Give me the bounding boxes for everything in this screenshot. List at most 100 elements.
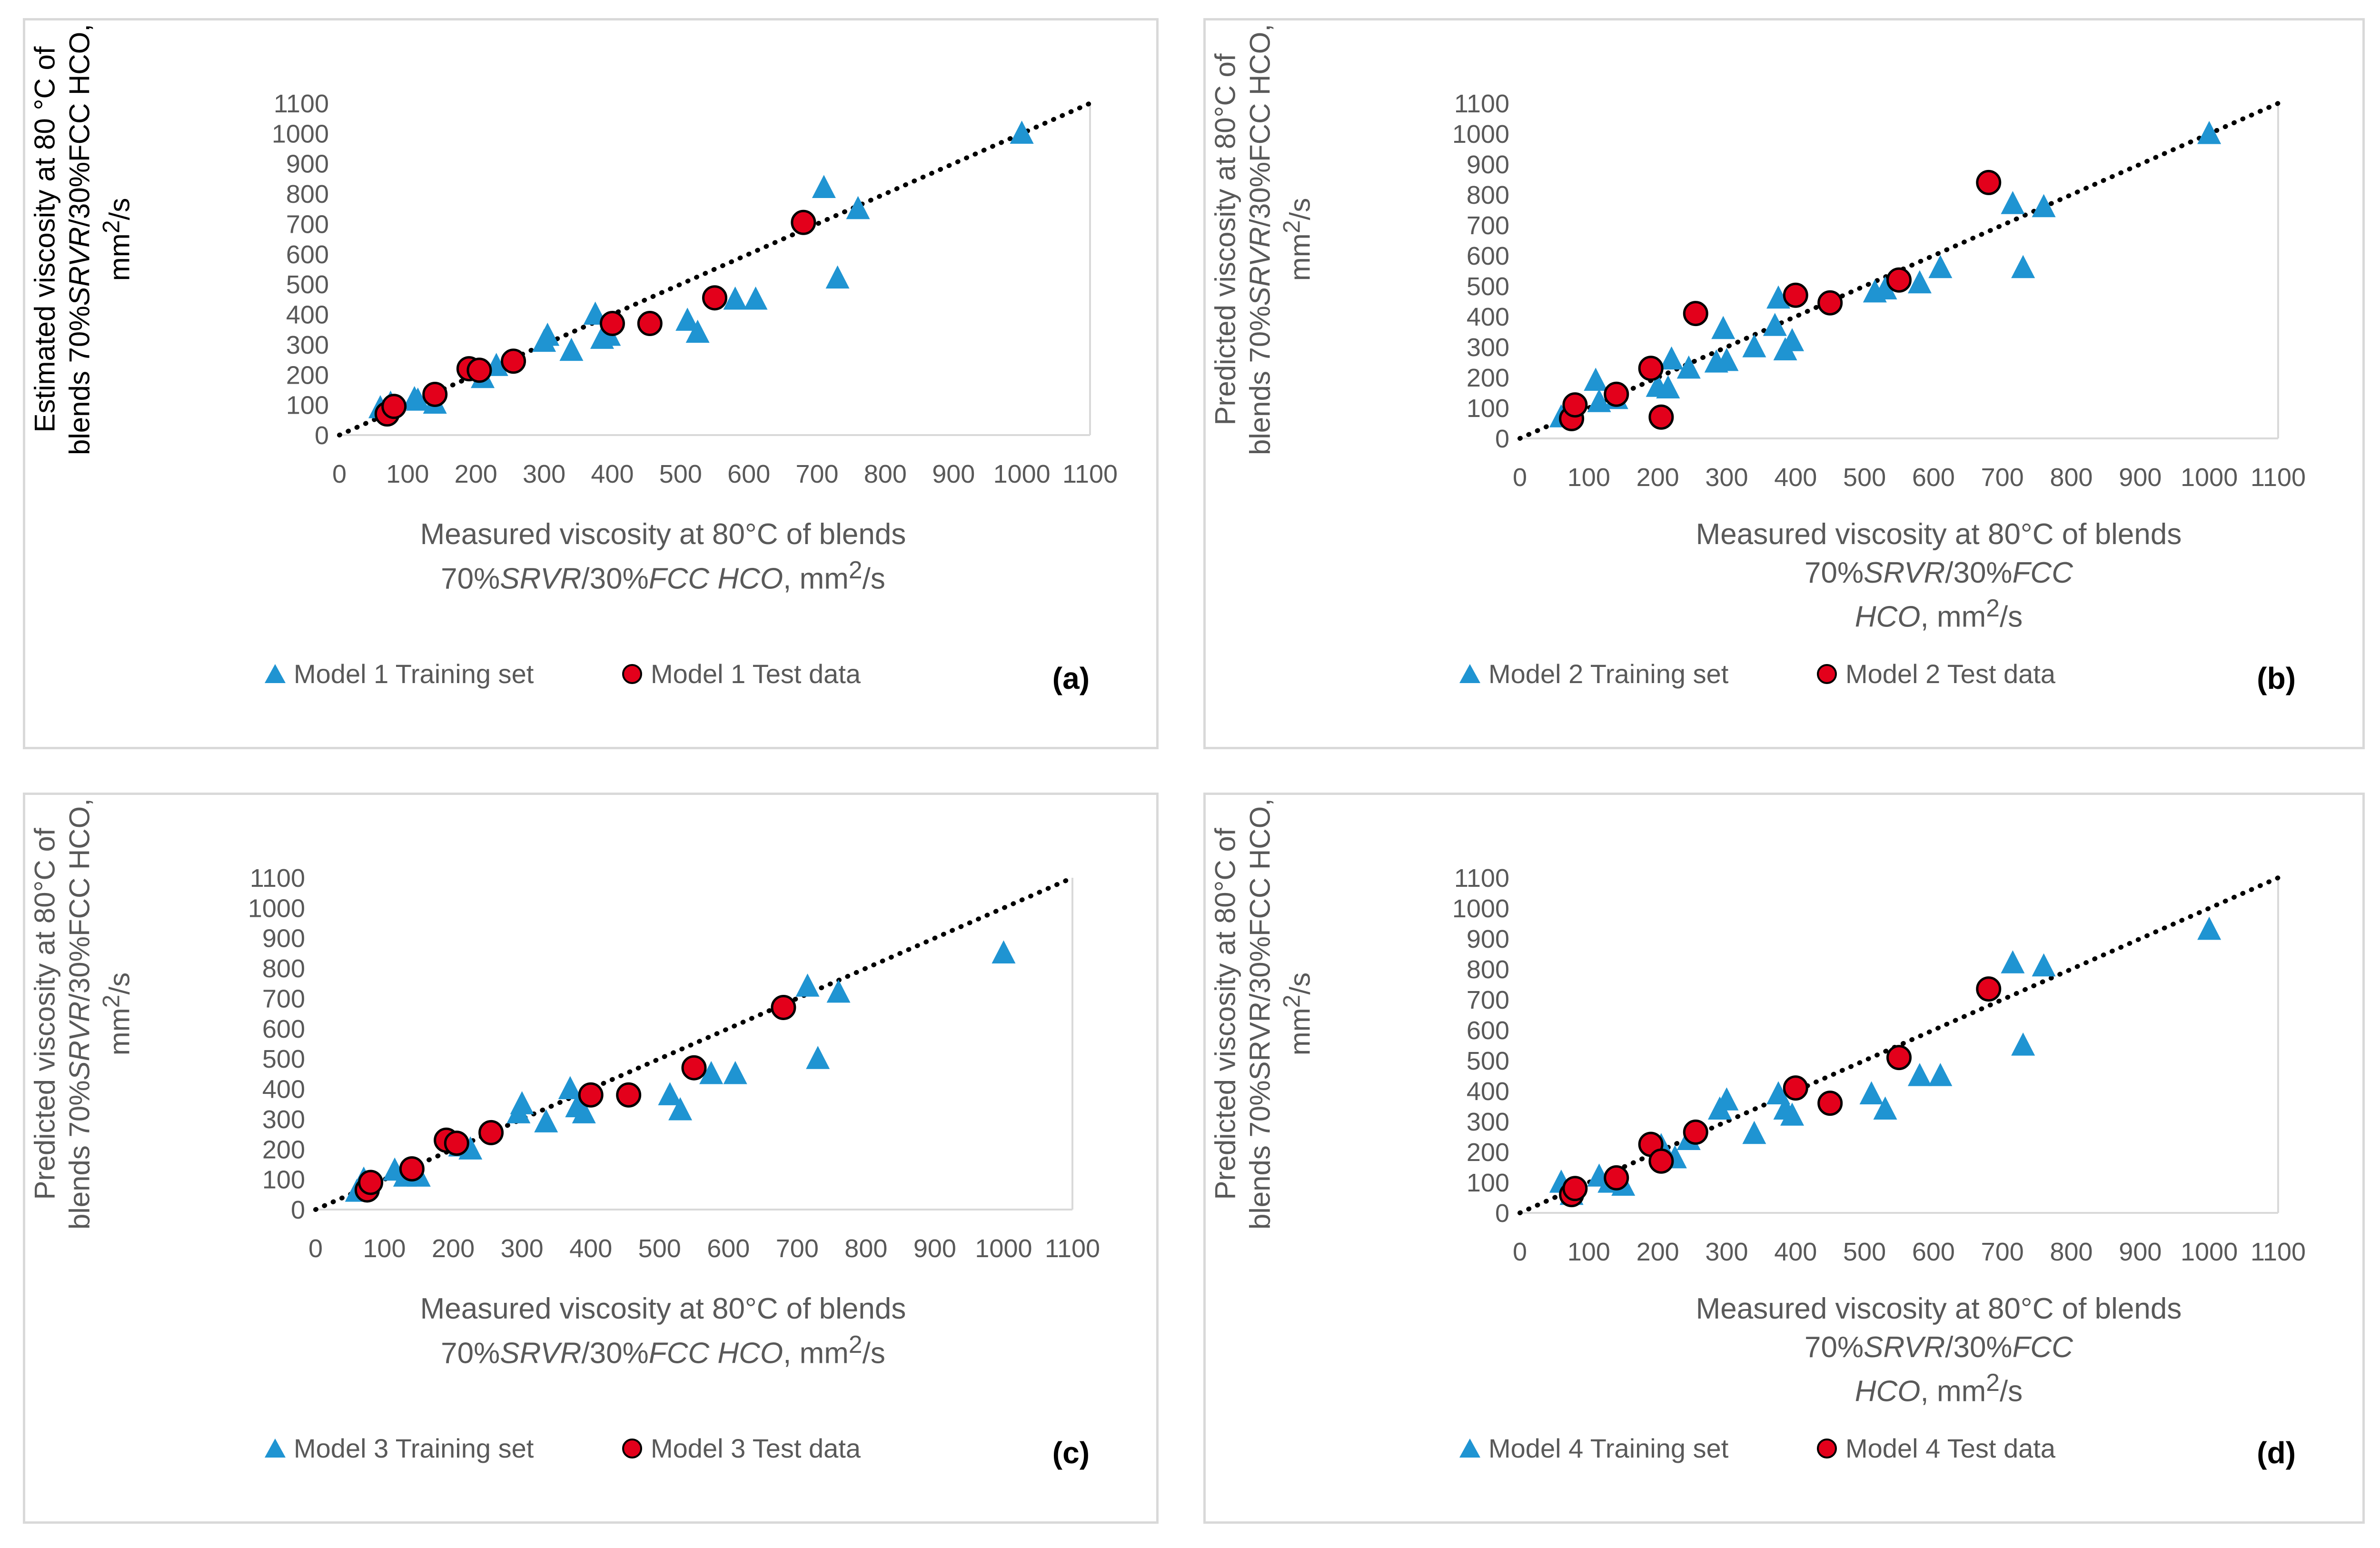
chart-panel-d: 0 0 100 100 200 200 300 300 400 400 500 500 600 600 70…	[1203, 793, 2365, 1524]
y-tick-label: 300	[1467, 1108, 1509, 1136]
legend-label-training: Model 2 Training set	[1488, 659, 1729, 689]
y-tick-label: 500	[1467, 1047, 1509, 1075]
training-point	[2197, 121, 2221, 144]
x-axis-label: Measured viscosity at 80°C of blends 70%…	[1696, 1292, 2182, 1408]
x-tick-label: 200	[455, 460, 497, 488]
plot-area: 0010010020020030030040040050050060060070…	[272, 89, 1118, 488]
y-tick-label: 600	[1467, 1016, 1509, 1045]
training-point	[1873, 276, 1897, 299]
x-tick-label: 200	[432, 1234, 475, 1263]
plot-area: 0010010020020030030040040050050060060070…	[1452, 89, 2306, 492]
training-point	[826, 979, 851, 1003]
test-point	[444, 1131, 469, 1156]
training-point	[812, 175, 836, 198]
test-point	[466, 357, 492, 383]
training-point	[846, 196, 870, 219]
x-tick-label: 0	[1513, 1238, 1527, 1266]
circle-marker-icon	[1817, 1438, 1837, 1459]
x-tick-label: 300	[523, 460, 565, 488]
y-tick-label: 600	[1467, 242, 1509, 270]
y-tick-label: 300	[1467, 333, 1509, 362]
x-tick-label: 400	[1774, 1238, 1817, 1266]
training-point	[1859, 1081, 1884, 1104]
triangle-marker-icon	[265, 1438, 286, 1458]
reference-line	[313, 875, 1075, 1212]
legend-label-training: Model 1 Training set	[294, 659, 534, 689]
training-point	[1742, 1121, 1766, 1144]
y-tick-label: 100	[286, 391, 329, 420]
y-tick-label: 600	[286, 240, 329, 269]
y-tick-label: 500	[286, 270, 329, 299]
test-point	[1683, 301, 1708, 327]
x-tick-label: 100	[363, 1234, 406, 1263]
x-tick-label: 600	[727, 460, 770, 488]
x-tick-label: 500	[659, 460, 702, 488]
legend-item-test: Model 4 Test data	[1815, 1433, 2055, 1464]
test-point	[1976, 169, 2002, 195]
test-point	[1976, 976, 2002, 1002]
y-tick-label: 900	[1467, 150, 1509, 179]
y-tick-label: 700	[1467, 211, 1509, 240]
y-tick-label: 1000	[248, 894, 305, 923]
training-point	[1928, 1063, 1953, 1086]
training-point	[1907, 270, 1932, 294]
legend-item-training: Model 1 Training set	[263, 658, 534, 689]
training-point	[2197, 916, 2221, 940]
triangle-marker-icon	[1459, 1438, 1480, 1458]
y-tick-label: 800	[1467, 955, 1509, 984]
y-tick-label: 200	[262, 1135, 305, 1164]
test-point	[1648, 1148, 1674, 1174]
triangle-marker-icon	[1459, 664, 1480, 683]
training-point	[723, 1061, 747, 1084]
training-point	[1742, 334, 1766, 357]
training-point	[744, 286, 768, 310]
x-axis-label: Measured viscosity at 80°C of blends 70%S…	[420, 518, 906, 595]
training-point	[406, 387, 430, 411]
y-tick-label: 0	[1495, 425, 1509, 453]
chart-panel-b: 0 0 100 100 200 200 300 300 400 400 500 500 600 600 70…	[1203, 18, 2365, 749]
x-tick-label: 1100	[1045, 1234, 1100, 1263]
training-point	[458, 1136, 483, 1160]
training-point	[1659, 346, 1684, 370]
y-tick-label: 700	[262, 984, 305, 1013]
legend-item-training: Model 3 Training set	[263, 1433, 534, 1464]
training-point	[536, 322, 560, 346]
reference-line	[337, 101, 1092, 437]
training-point	[1780, 1102, 1805, 1126]
x-tick-label: 700	[795, 460, 838, 488]
legend-label-test: Model 2 Test data	[1845, 659, 2056, 689]
test-point	[1562, 392, 1588, 418]
y-tick-label: 400	[262, 1075, 305, 1104]
y-tick-label: 700	[286, 210, 329, 238]
x-tick-label: 400	[1774, 463, 1817, 492]
training-point	[1763, 313, 1787, 336]
legend: Model 2 Training set Model 2 Test data	[1206, 658, 2362, 711]
y-tick-label: 400	[1467, 303, 1509, 331]
x-tick-label: 900	[913, 1234, 956, 1263]
panel-label: (d)	[2257, 1436, 2296, 1470]
triangle-marker-icon	[265, 664, 286, 683]
legend-label-training: Model 3 Training set	[294, 1433, 534, 1463]
y-axis-label: Estimated viscosity at 80 °C of blends 70…	[29, 24, 136, 455]
test-point	[422, 381, 448, 407]
y-tick-label: 1100	[1454, 89, 1509, 118]
x-tick-label: 1000	[2181, 463, 2238, 492]
y-tick-label: 600	[262, 1015, 305, 1043]
test-point	[578, 1082, 604, 1108]
training-point	[1928, 255, 1953, 278]
training-point	[534, 1109, 558, 1132]
legend: Model 4 Training set Model 4 Test data	[1206, 1433, 2362, 1485]
y-tick-label: 100	[1467, 394, 1509, 423]
plot-area: 0010010020020030030040040050050060060070…	[1452, 864, 2306, 1266]
test-point	[1562, 1176, 1588, 1201]
test-point	[616, 1082, 642, 1108]
panel-label: (b)	[2257, 661, 2296, 695]
training-point	[1584, 367, 1608, 391]
training-point	[1676, 355, 1701, 379]
y-tick-label: 300	[262, 1105, 305, 1134]
plot-area: 0010010020020030030040040050050060060070…	[248, 864, 1100, 1263]
training-point	[1715, 347, 1739, 371]
x-tick-label: 800	[844, 1234, 887, 1263]
legend: Model 3 Training set Model 3 Test data	[25, 1433, 1156, 1485]
x-tick-label: 1000	[975, 1234, 1032, 1263]
